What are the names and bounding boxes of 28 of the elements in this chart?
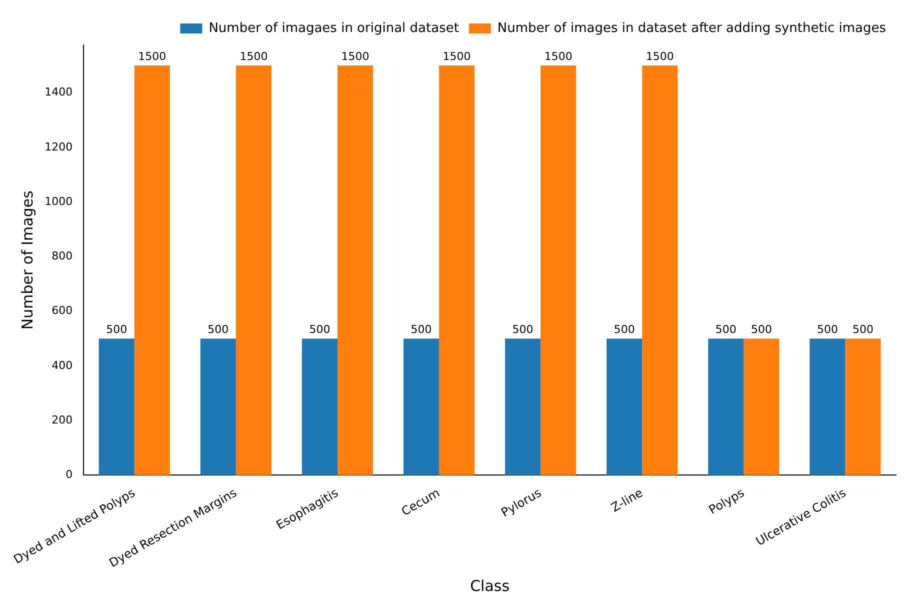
legend-label: Number of imagaes in original dataset <box>208 20 459 36</box>
data-label: 500 <box>410 323 432 336</box>
data-label: 1500 <box>341 50 370 63</box>
y-axis-title: Number of Images <box>18 190 36 330</box>
data-label: 1500 <box>544 50 572 63</box>
y-tick-label: 800 <box>52 250 73 263</box>
y-tick-label: 200 <box>52 413 73 426</box>
data-label: 500 <box>715 323 736 336</box>
data-label: 1500 <box>442 50 471 63</box>
data-label: 500 <box>512 323 534 336</box>
y-tick-label: 1200 <box>44 140 73 154</box>
data-label: 1500 <box>138 50 166 63</box>
data-label: 500 <box>208 323 229 336</box>
legend-label: Number of images in dataset after adding synthetic images <box>497 20 886 36</box>
data-label: 500 <box>750 323 772 336</box>
y-tick-label: 600 <box>52 304 73 318</box>
data-label: 500 <box>106 323 128 336</box>
data-label: 500 <box>816 323 838 336</box>
y-tick-label: 1000 <box>44 194 73 208</box>
x-axis-title: Class <box>470 576 510 595</box>
data-label: 1500 <box>240 50 268 63</box>
data-label: 500 <box>852 323 874 336</box>
y-tick-label: 0 <box>66 468 73 482</box>
data-label: 500 <box>309 323 330 336</box>
y-tick-label: 400 <box>52 358 73 372</box>
data-label: 500 <box>614 323 635 336</box>
y-tick-label: 1400 <box>44 86 73 99</box>
data-label: 1500 <box>646 50 674 63</box>
